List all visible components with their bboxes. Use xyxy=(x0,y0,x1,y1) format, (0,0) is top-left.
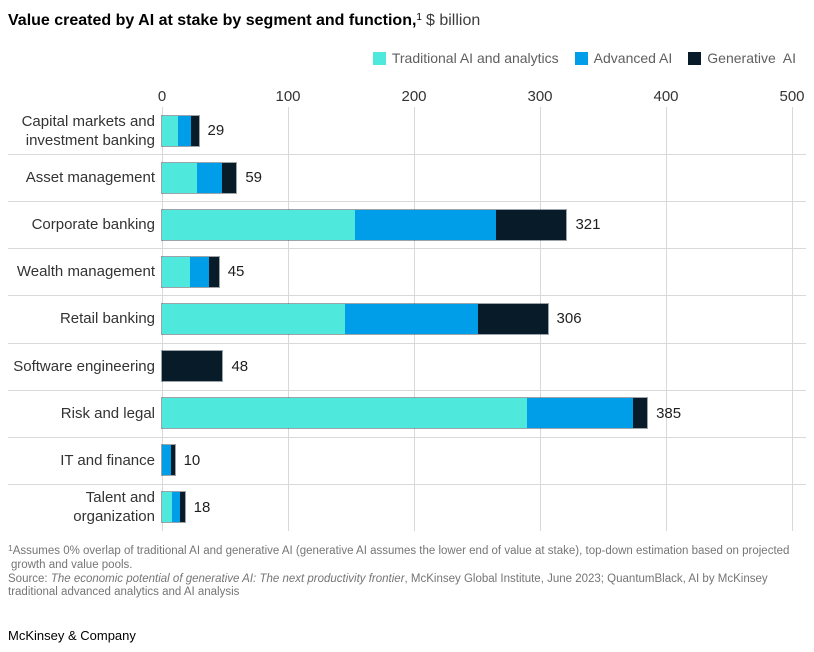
row-separator xyxy=(8,390,806,391)
bar-segment-generative xyxy=(208,256,219,287)
x-tick-label: 300 xyxy=(527,88,553,105)
footnote-line: growth and value pools. xyxy=(11,558,133,571)
category-label-software-engineering: Software engineering xyxy=(13,357,155,375)
legend: Traditional AI and analytics Advanced AI G… xyxy=(0,50,796,66)
gridline xyxy=(792,107,793,531)
row-separator xyxy=(8,248,806,249)
value-label: 29 xyxy=(207,122,225,140)
category-label-retail-banking: Retail banking xyxy=(59,310,155,328)
bar-segment-generative xyxy=(170,445,175,476)
bar-segment-advanced xyxy=(527,398,634,429)
value-label: 321 xyxy=(575,216,601,234)
bar-segment-traditional xyxy=(162,162,198,193)
bar-segment-generative xyxy=(222,162,237,193)
bar-corporate-banking xyxy=(162,209,567,240)
value-label: 45 xyxy=(227,263,245,281)
legend-item-generative: Generative AI xyxy=(688,50,796,66)
bar-segment-advanced xyxy=(178,115,191,146)
bar-segment-generative xyxy=(190,115,199,146)
x-tick-label: 400 xyxy=(653,88,679,105)
footnote-line: 1Assumes 0% overlap of traditional AI an… xyxy=(8,543,790,557)
company-logo: McKinsey & Company xyxy=(8,628,136,643)
legend-item-label: Advanced AI xyxy=(593,50,673,66)
legend-color-swatch xyxy=(574,51,588,65)
bar-software-engineering xyxy=(162,351,223,382)
bar-segment-advanced xyxy=(162,445,171,476)
value-label: 18 xyxy=(193,498,211,516)
bar-segment-traditional xyxy=(162,398,528,429)
value-label: 10 xyxy=(183,451,201,469)
bar-segment-generative xyxy=(633,398,648,429)
bar-segment-generative xyxy=(495,209,567,240)
bar-it-and-finance xyxy=(162,445,175,476)
legend-item-traditional: Traditional AI and analytics xyxy=(372,50,559,66)
row-separator xyxy=(8,437,806,438)
chart-title-text: Value created by AI at stake by segment … xyxy=(8,12,417,29)
value-label: 59 xyxy=(245,169,263,187)
bar-segment-traditional xyxy=(162,115,179,146)
x-tick-label: 200 xyxy=(401,88,427,105)
row-separator xyxy=(8,295,806,296)
bar-segment-advanced xyxy=(354,209,496,240)
bar-segment-advanced xyxy=(189,256,209,287)
title-footnote-marker: 1 xyxy=(416,12,422,23)
bar-talent-and-organization xyxy=(162,492,185,523)
chart-title: Value created by AI at stake by segment … xyxy=(8,10,480,34)
category-label-corporate-banking: Corporate banking xyxy=(31,216,155,234)
bar-risk-and-legal xyxy=(162,398,648,429)
category-label-it-and-finance: IT and finance xyxy=(60,451,155,469)
bar-wealth-management xyxy=(162,256,219,287)
legend-item-label: Generative AI xyxy=(707,50,796,66)
row-separator xyxy=(8,154,806,155)
row-separator xyxy=(8,201,806,202)
category-label-asset-management: Asset management xyxy=(25,169,155,187)
source-line: traditional advanced analytics and AI an… xyxy=(8,586,240,599)
footnotes: 1Assumes 0% overlap of traditional AI an… xyxy=(8,543,790,600)
value-label: 48 xyxy=(231,357,249,375)
bar-segment-traditional xyxy=(162,209,355,240)
bar-segment-traditional xyxy=(162,304,345,334)
bar-segment-advanced xyxy=(172,492,180,523)
legend-color-swatch xyxy=(688,51,702,65)
legend-item-label: Traditional AI and analytics xyxy=(391,50,559,66)
x-tick-label: 100 xyxy=(275,88,301,105)
bar-segment-generative xyxy=(478,304,548,334)
x-tick-label: 500 xyxy=(779,88,805,105)
category-label-capital-markets-and-investment-banking: Capital markets and investment banking xyxy=(21,112,155,149)
x-tick-label: 0 xyxy=(157,88,167,105)
legend-color-swatch xyxy=(372,51,386,65)
row-separator xyxy=(8,343,806,344)
source-line: Source: The economic potential of genera… xyxy=(8,572,768,585)
category-label-wealth-management: Wealth management xyxy=(16,263,155,281)
source-report-title: The economic potential of generative AI:… xyxy=(50,572,405,585)
bar-segment-advanced xyxy=(197,162,223,193)
legend-item-advanced: Advanced AI xyxy=(574,50,673,66)
bar-segment-traditional xyxy=(162,256,190,287)
bar-retail-banking xyxy=(162,304,548,334)
bar-segment-generative xyxy=(179,492,185,523)
category-label-risk-and-legal: Risk and legal xyxy=(60,404,155,422)
row-separator xyxy=(8,484,806,485)
bar-segment-advanced xyxy=(344,304,479,334)
bar-segment-generative xyxy=(162,351,223,382)
category-label-talent-and-organization: Talent and organization xyxy=(73,489,155,526)
footnote-marker: 1 xyxy=(8,543,13,553)
value-label: 306 xyxy=(556,310,582,328)
chart-title-unit: $ billion xyxy=(425,12,481,29)
gridline xyxy=(666,107,667,531)
value-label: 385 xyxy=(656,404,682,422)
bar-capital-markets-and-investment-banking xyxy=(162,115,199,146)
bar-asset-management xyxy=(162,162,237,193)
bar-segment-traditional xyxy=(162,492,173,523)
